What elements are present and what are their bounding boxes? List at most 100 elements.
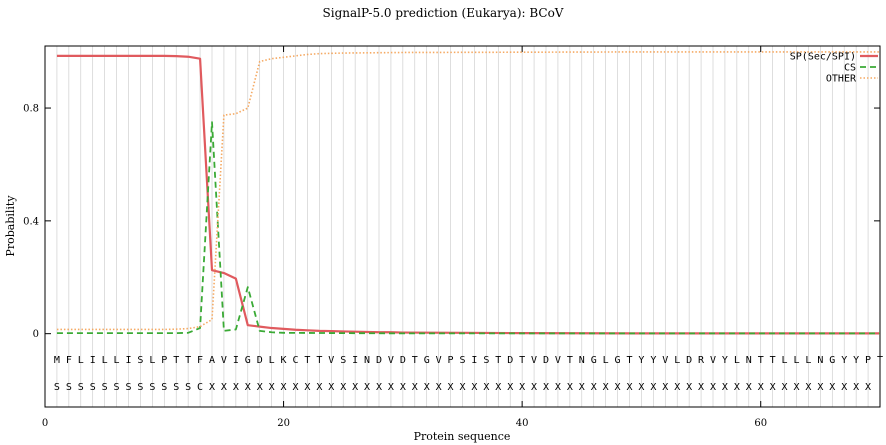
sequence-residue: T: [316, 355, 322, 366]
annotation-label: X: [281, 382, 287, 393]
annotation-label: X: [567, 382, 573, 393]
annotation-label: S: [102, 382, 108, 393]
sequence-residue: G: [615, 355, 621, 366]
annotation-label: S: [125, 382, 131, 393]
sequence-residue: D: [543, 355, 549, 366]
annotation-label: X: [698, 382, 704, 393]
legend-entry-label: SP(Sec/SPI): [790, 52, 856, 63]
annotation-label: X: [316, 382, 322, 393]
annotation-label: X: [817, 382, 823, 393]
sequence-residue: L: [805, 355, 811, 366]
annotation-label: X: [603, 382, 609, 393]
sequence-residue: L: [793, 355, 799, 366]
annotation-label: X: [209, 382, 215, 393]
series-line-cs: [56, 121, 880, 335]
annotation-label: X: [376, 382, 382, 393]
annotation-label: X: [412, 382, 418, 393]
sequence-residue: S: [137, 355, 143, 366]
sequence-residue: T: [412, 355, 418, 366]
sequence-residue: K: [281, 355, 287, 366]
sequence-residue: L: [114, 355, 120, 366]
annotation-label: X: [471, 382, 477, 393]
y-axis-ticks: 0 0.4 0.8: [23, 104, 880, 340]
annotation-label: X: [304, 382, 310, 393]
sequence-residue: T: [567, 355, 573, 366]
annotation-label: X: [746, 382, 752, 393]
x-axis-ticks: 0 20 40 60: [42, 46, 767, 429]
y-tick-label: 0.4: [23, 216, 39, 227]
y-tick-label: 0.8: [23, 104, 39, 115]
x-tick-label: 20: [277, 418, 290, 429]
x-tick-label: 40: [516, 418, 529, 429]
sequence-residue: N: [746, 355, 752, 366]
annotation-label: X: [626, 382, 632, 393]
sequence-residue: L: [734, 355, 740, 366]
annotation-label: X: [424, 382, 430, 393]
sequence-residue: Y: [853, 355, 859, 366]
annotation-label: X: [829, 382, 835, 393]
sequence-residue: D: [376, 355, 382, 366]
sequence-residue: V: [436, 355, 442, 366]
annotation-label: X: [674, 382, 680, 393]
annotation-label: X: [722, 382, 728, 393]
sequence-residue: S: [340, 355, 346, 366]
sequence-residue: G: [245, 355, 251, 366]
sequence-residue: D: [257, 355, 263, 366]
annotation-label: X: [257, 382, 263, 393]
annotation-label: X: [364, 382, 370, 393]
annotation-label: X: [662, 382, 668, 393]
sequence-residue: V: [221, 355, 227, 366]
sequence-residue: P: [161, 355, 167, 366]
y-axis-label: Probability: [4, 195, 17, 257]
sequence-residue: L: [102, 355, 108, 366]
annotation-label: X: [734, 382, 740, 393]
annotation-label: X: [770, 382, 776, 393]
annotation-label: X: [459, 382, 465, 393]
sequence-residue: S: [483, 355, 489, 366]
sequence-residue: S: [459, 355, 465, 366]
sequence-residue: N: [364, 355, 370, 366]
annotation-label: X: [531, 382, 537, 393]
annotation-label: S: [114, 382, 120, 393]
annotation-label: S: [149, 382, 155, 393]
annotation-label: X: [591, 382, 597, 393]
x-axis-label: Protein sequence: [414, 430, 511, 443]
sequence-residue: Y: [841, 355, 847, 366]
sequence-residue: V: [328, 355, 334, 366]
annotation-label: S: [173, 382, 179, 393]
annotation-label: X: [507, 382, 513, 393]
sequence-residue: M: [54, 355, 60, 366]
sequence-residue: L: [269, 355, 275, 366]
sequence-residue: L: [782, 355, 788, 366]
vertical-gridlines: [56, 46, 881, 407]
annotation-label: S: [137, 382, 143, 393]
plot-frame: [44, 45, 881, 408]
annotation-label: X: [865, 382, 871, 393]
sequence-residue: N: [579, 355, 585, 366]
annotation-label: X: [328, 382, 334, 393]
sequence-residue: Y: [650, 355, 656, 366]
y-tick-label: 0: [33, 329, 39, 340]
sequence-residue: L: [78, 355, 84, 366]
annotation-label: X: [340, 382, 346, 393]
sequence-residue: V: [555, 355, 561, 366]
annotation-label: X: [686, 382, 692, 393]
annotation-label: X: [400, 382, 406, 393]
annotation-label: X: [352, 382, 358, 393]
sequence-residue: I: [471, 355, 477, 366]
annotation-label: X: [292, 382, 298, 393]
sequence-residue: L: [674, 355, 680, 366]
annotation-label: X: [805, 382, 811, 393]
annotation-label: X: [579, 382, 585, 393]
sequence-residue: Y: [638, 355, 644, 366]
annotation-label: X: [853, 382, 859, 393]
annotation-label: X: [543, 382, 549, 393]
sequence-residue: L: [603, 355, 609, 366]
annotation-label: X: [233, 382, 239, 393]
series-line-sp-sec-spi: [56, 54, 880, 335]
sequence-residue: Y: [722, 355, 728, 366]
sequence-residue: I: [233, 355, 239, 366]
annotation-label: X: [650, 382, 656, 393]
